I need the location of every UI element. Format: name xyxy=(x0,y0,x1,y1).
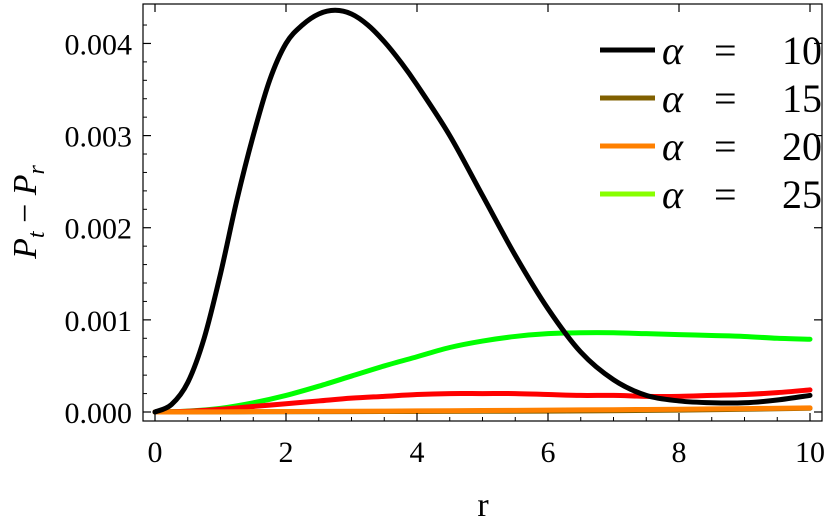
x-tick-label: 10 xyxy=(795,436,825,469)
series-line xyxy=(152,7,813,415)
x-tick-label: 8 xyxy=(672,436,687,469)
legend-symbol: α xyxy=(662,28,684,73)
legend-equals: = xyxy=(714,124,737,169)
y-tick-label: 0.000 xyxy=(65,397,133,430)
y-axis: 0.000 0.001 0.002 0.003 0.004 xyxy=(65,24,822,430)
y-axis-title-main: P xyxy=(7,238,44,260)
x-tick-label: 2 xyxy=(279,436,294,469)
legend-symbol: α xyxy=(662,76,684,121)
y-tick-label: 0.002 xyxy=(65,213,133,246)
x-tick-label: 0 xyxy=(148,436,163,469)
legend: α = 10 α = 15 α = 20 α = 25 xyxy=(600,28,822,217)
series-line xyxy=(152,330,813,415)
y-tick-label: 0.001 xyxy=(65,305,133,338)
legend-equals: = xyxy=(714,28,737,73)
x-tick-label: 4 xyxy=(410,436,425,469)
series-line xyxy=(152,405,813,415)
x-tick-label: 6 xyxy=(541,436,556,469)
series-line xyxy=(152,387,813,415)
series-layer xyxy=(152,7,813,415)
legend-symbol: α xyxy=(662,172,684,217)
legend-value: 15 xyxy=(782,76,822,121)
x-axis: 0 2 4 6 8 10 xyxy=(148,4,825,469)
legend-symbol: α xyxy=(662,124,684,169)
y-axis-title-main2: P xyxy=(7,174,44,196)
legend-equals: = xyxy=(714,76,737,121)
y-axis-title-sep: − xyxy=(7,195,44,231)
legend-equals: = xyxy=(714,172,737,217)
y-axis-title-sub1: t xyxy=(24,230,50,238)
y-tick-label: 0.004 xyxy=(65,28,133,61)
y-axis-title: Pt − Pr xyxy=(7,164,50,259)
x-axis-title: r xyxy=(477,487,489,524)
y-axis-title-sub2: r xyxy=(24,164,50,174)
legend-value: 20 xyxy=(782,124,822,169)
y-tick-label: 0.003 xyxy=(65,121,133,154)
legend-value: 10 xyxy=(782,28,822,73)
legend-value: 25 xyxy=(782,172,822,217)
